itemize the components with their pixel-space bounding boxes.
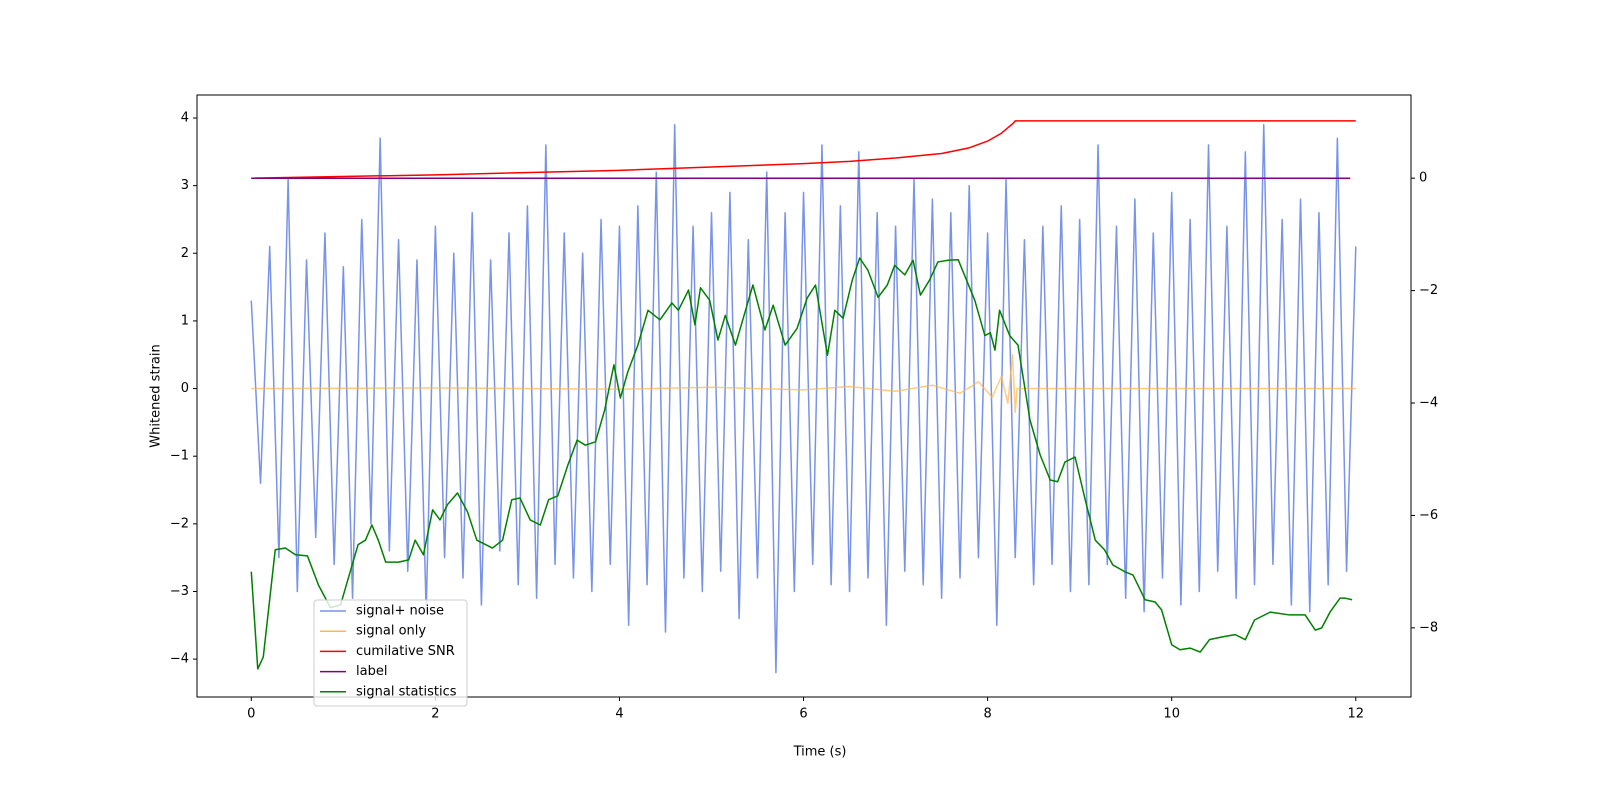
y-axis-label: Whitened strain — [149, 344, 164, 447]
y-tick-label: −2 — [170, 516, 189, 531]
x-tick-label: 2 — [431, 707, 439, 722]
series-line — [250, 124, 1357, 674]
y-tick-label: 1 — [181, 313, 189, 328]
y2-tick-label: −6 — [1419, 508, 1438, 523]
legend-label: signal only — [356, 624, 426, 639]
x-axis-label: Time (s) — [793, 745, 847, 760]
x-tick-label: 6 — [799, 707, 807, 722]
x-tick-label: 0 — [247, 707, 255, 722]
legend-label: signal+ noise — [356, 604, 444, 619]
legend-label: label — [356, 664, 387, 679]
series-line — [251, 353, 1356, 413]
series-line — [250, 257, 1353, 670]
x-tick-label: 4 — [615, 707, 623, 722]
y-tick-label: −4 — [170, 652, 189, 667]
x-tick-label: 12 — [1348, 707, 1365, 722]
y-tick-label: −3 — [170, 584, 189, 599]
y-tick-label: 0 — [181, 381, 189, 396]
y-tick-label: −1 — [170, 449, 189, 464]
legend-label: signal statistics — [356, 684, 457, 699]
y-tick-label: 4 — [181, 110, 189, 125]
y2-tick-label: −2 — [1419, 283, 1438, 298]
legend-box — [313, 599, 468, 707]
plot-frame — [196, 94, 1412, 698]
y2-tick-label: 0 — [1419, 171, 1427, 186]
y2-tick-label: −8 — [1419, 620, 1438, 635]
x-tick-label: 10 — [1163, 707, 1180, 722]
y2-tick-label: −4 — [1419, 396, 1438, 411]
legend-label: cumilative SNR — [356, 644, 455, 659]
series-line — [251, 120, 1356, 179]
y-tick-label: 2 — [181, 246, 189, 261]
y-tick-label: 3 — [181, 178, 189, 193]
x-tick-label: 8 — [983, 707, 991, 722]
